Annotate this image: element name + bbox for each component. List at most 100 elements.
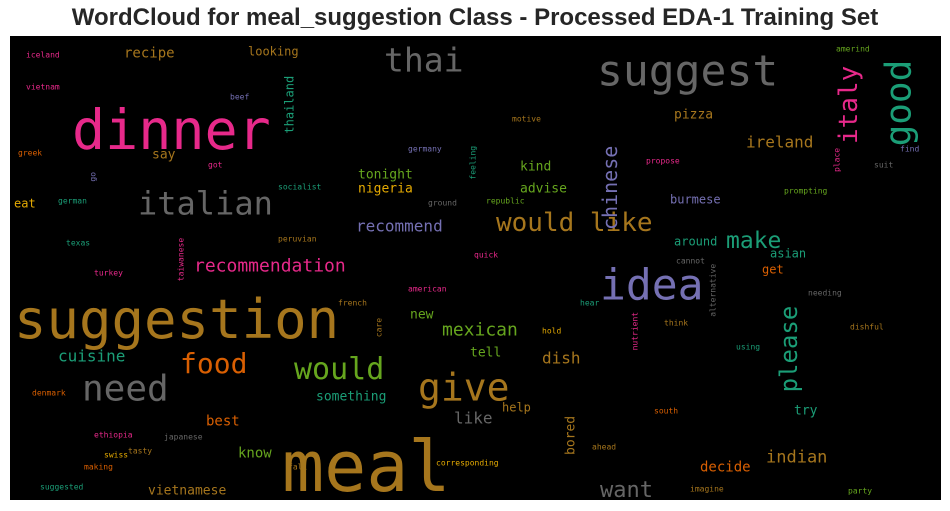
word-pizza: pizza (674, 107, 713, 122)
word-new: new (410, 307, 434, 322)
word-peruvian: peruvian (278, 235, 317, 244)
word-make: make (726, 228, 781, 254)
word-would: would (294, 352, 384, 387)
word-hear: hear (580, 299, 599, 308)
word-ahead: ahead (592, 443, 616, 452)
word-go: go (89, 172, 98, 182)
word-cloud-canvas: mealsuggestiondinnersuggestideagiveneedi… (14, 41, 920, 500)
word-try: try (794, 403, 818, 418)
word-bored: bored (563, 416, 578, 455)
word-cannot: cannot (676, 257, 705, 266)
word-recommendation: recommendation (194, 255, 346, 276)
word-think: think (664, 319, 688, 328)
word-food: food (180, 347, 247, 380)
word-corresponding: corresponding (436, 459, 499, 468)
word-imagine: imagine (690, 485, 724, 494)
word-socialist: socialist (278, 183, 322, 192)
word-vietnam: vietnam (26, 83, 60, 92)
word-something: something (316, 389, 386, 404)
word-prompting: prompting (784, 187, 828, 196)
word-idea: idea (600, 260, 704, 310)
word-dinner: dinner (72, 98, 271, 162)
word-dishful: dishful (850, 323, 884, 332)
word-japanese: japanese (164, 433, 203, 442)
word-motive: motive (512, 115, 541, 124)
word-suit: suit (874, 161, 893, 170)
word-ethiopia: ethiopia (94, 431, 133, 440)
chart-title: WordCloud for meal_suggestion Class - Pr… (71, 4, 879, 31)
word-feeling: feeling (469, 146, 478, 180)
word-ireland: ireland (746, 132, 813, 151)
word-decide: decide (700, 459, 751, 475)
word-alternative: alternative (709, 264, 718, 317)
word-around: around (674, 235, 717, 249)
word-burmese: burmese (670, 193, 721, 207)
word-quick: quick (474, 251, 498, 260)
word-thailand: thailand (283, 76, 297, 134)
word-recipe: recipe (124, 45, 175, 61)
word-amerind: amerind (836, 45, 870, 54)
word-give: give (418, 365, 510, 409)
word-hold: hold (542, 327, 561, 336)
word-beef: beef (230, 93, 249, 102)
word-place: place (833, 148, 842, 172)
word-south: south (654, 407, 678, 416)
word-indian: indian (766, 447, 827, 467)
word-say: say (152, 147, 176, 162)
word-kind: kind (520, 159, 551, 174)
word-iceland: iceland (26, 51, 60, 60)
word-nutrient: nutrient (631, 312, 640, 351)
word-need: need (82, 369, 169, 410)
word-needing: needing (808, 289, 842, 298)
word-using: using (736, 343, 760, 352)
word-party: party (848, 487, 872, 496)
word-suggest: suggest (597, 46, 778, 96)
word-best: best (206, 413, 240, 429)
word-asian: asian (770, 247, 806, 261)
word-republic: republic (486, 197, 525, 206)
word-suggestion: suggestion (14, 288, 339, 351)
word-making: making (84, 463, 113, 472)
word-italian: italian (138, 185, 273, 223)
word-tasty: tasty (128, 447, 152, 456)
word-looking: looking (248, 45, 299, 59)
word-help: help (502, 401, 531, 415)
word-please: please (775, 306, 803, 393)
word-ground: ground (428, 199, 457, 208)
word-tonight: tonight (358, 167, 413, 182)
word-propose: propose (646, 157, 680, 166)
word-german: german (58, 197, 87, 206)
word-nigeria: nigeria (358, 181, 413, 196)
word-vietnamese: vietnamese (148, 483, 226, 498)
word-cuisine: cuisine (58, 346, 125, 365)
word-italy: italy (834, 66, 864, 144)
word-advise: advise (520, 181, 567, 196)
word-taiwanese: taiwanese (177, 238, 186, 282)
word-texas: texas (66, 239, 90, 248)
word-tell: tell (470, 345, 501, 360)
word-get: get (762, 263, 784, 277)
word-swiss: swiss (104, 451, 128, 460)
word-like: like (454, 408, 493, 427)
word-mexican: mexican (442, 319, 518, 340)
word-greek: greek (18, 149, 42, 158)
word-want: want (600, 478, 653, 500)
word-find: find (900, 145, 919, 154)
word-turkey: turkey (94, 269, 123, 278)
word-eat: eat (14, 197, 36, 211)
word-french: french (338, 299, 367, 308)
word-care: care (375, 318, 384, 337)
word-got: got (208, 161, 223, 170)
word-suggested: suggested (40, 483, 84, 492)
word-fall: fall (288, 463, 307, 472)
word-dish: dish (542, 348, 581, 367)
word-recommend: recommend (356, 216, 443, 235)
word-meal: meal (282, 426, 451, 500)
word-would-like: would like (496, 208, 653, 238)
word-american: american (408, 285, 447, 294)
word-know: know (238, 445, 272, 461)
word-chinese: chinese (598, 146, 622, 230)
word-cloud: meal suggestion dinner suggest idea give need i… (10, 36, 941, 500)
word-germany: germany (408, 145, 442, 154)
word-denmark: denmark (32, 389, 66, 398)
